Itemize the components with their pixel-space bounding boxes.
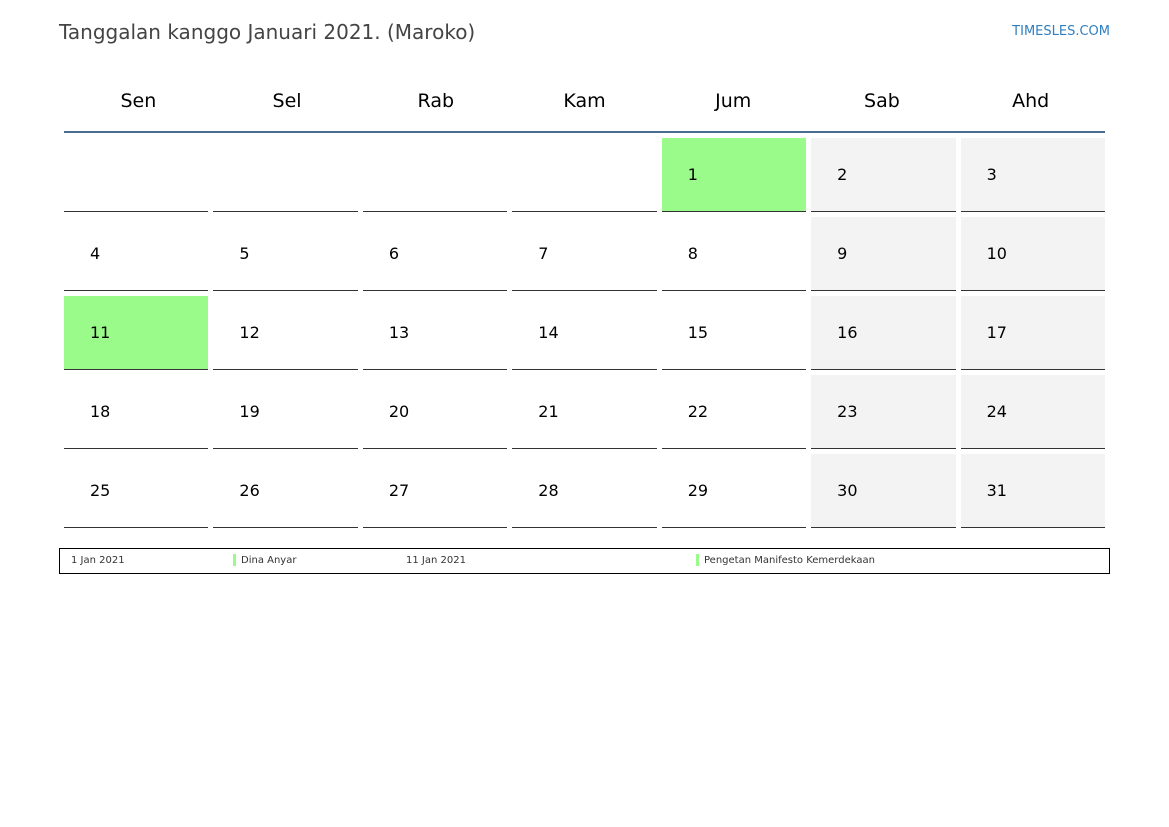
- day-cell-empty: [213, 138, 358, 212]
- day-number: 22: [687, 402, 709, 421]
- brand-link[interactable]: TIMESLES.COM: [1012, 24, 1110, 39]
- day-cell: 6: [362, 217, 508, 291]
- day-cell: 5: [213, 217, 358, 291]
- holiday-color-swatch: [696, 554, 699, 566]
- day-number: 26: [239, 481, 260, 500]
- day-cell-weekend: 2: [811, 138, 956, 212]
- weekday-fri: Jum: [715, 89, 752, 112]
- holiday-color-swatch: [233, 554, 236, 566]
- day-cell-weekend: 30: [811, 454, 956, 528]
- day-number: 13: [388, 323, 410, 342]
- holiday-date: 1 Jan 2021: [71, 555, 125, 566]
- day-number: 8: [687, 244, 698, 263]
- day-number: 14: [538, 323, 559, 342]
- day-cell-empty: [64, 138, 209, 212]
- day-number: 2: [837, 165, 848, 184]
- weekday-sat: Sab: [864, 89, 900, 112]
- day-cell: 13: [362, 296, 508, 370]
- day-number: 9: [837, 244, 848, 263]
- holiday-date: 11 Jan 2021: [406, 555, 466, 566]
- day-number: 27: [388, 481, 410, 500]
- day-cell: 28: [512, 454, 657, 528]
- weekday-thu: Kam: [563, 89, 606, 112]
- day-number: 10: [986, 244, 1007, 263]
- day-number: 20: [388, 402, 410, 421]
- weekday-mon: Sen: [120, 89, 157, 112]
- holiday-name: Dina Anyar: [241, 555, 297, 566]
- day-cell: 14: [512, 296, 657, 370]
- day-number: 1: [687, 165, 698, 184]
- day-cell-empty: [512, 138, 657, 212]
- day-cell: 26: [213, 454, 358, 528]
- day-number: 29: [687, 481, 709, 500]
- day-number: 7: [538, 244, 549, 263]
- day-cell-weekend: 23: [811, 375, 956, 449]
- day-number: 25: [90, 481, 111, 500]
- day-cell: 22: [661, 375, 807, 449]
- day-grid: 1 2 3 4 5 6 7 8 9 10 11 12 13 14 15 16 1…: [64, 138, 1105, 533]
- day-cell: 21: [512, 375, 657, 449]
- day-number: 11: [90, 323, 111, 342]
- day-number: 15: [687, 323, 709, 342]
- day-cell: 8: [661, 217, 807, 291]
- day-cell-weekend: 31: [960, 454, 1105, 528]
- day-cell: 27: [362, 454, 508, 528]
- day-number: 16: [837, 323, 858, 342]
- day-cell-weekend: 24: [960, 375, 1105, 449]
- day-cell-weekend: 16: [811, 296, 956, 370]
- day-cell-weekend: 9: [811, 217, 956, 291]
- month-calendar: Sen Sel Rab Kam Jum Sab Ahd 1 2 3 4 5 6 …: [64, 70, 1105, 533]
- weekday-sun: Ahd: [1012, 89, 1050, 112]
- day-number: 5: [239, 244, 250, 263]
- day-number: 19: [239, 402, 260, 421]
- holiday-name: Pengetan Manifesto Kemerdekaan: [704, 555, 875, 566]
- day-cell-holiday: 11: [64, 296, 209, 370]
- day-cell-holiday: 1: [661, 138, 807, 212]
- holiday-legend: 1 Jan 2021 Dina Anyar 11 Jan 2021 Penget…: [59, 548, 1110, 574]
- weekday-tue: Sel: [272, 89, 302, 112]
- day-number: 6: [388, 244, 400, 263]
- day-cell: 19: [213, 375, 358, 449]
- day-cell: 7: [512, 217, 657, 291]
- day-number: 21: [538, 402, 559, 421]
- day-cell-weekend: 17: [960, 296, 1105, 370]
- day-number: 17: [986, 323, 1007, 342]
- day-number: 4: [90, 244, 101, 263]
- page-title: Tanggalan kanggo Januari 2021. (Maroko): [59, 20, 476, 44]
- day-number: 18: [90, 402, 111, 421]
- day-cell: 29: [661, 454, 807, 528]
- day-cell: 18: [64, 375, 209, 449]
- day-number: 28: [538, 481, 559, 500]
- day-cell: 25: [64, 454, 209, 528]
- day-number: 30: [837, 481, 858, 500]
- weekday-header: Sen Sel Rab Kam Jum Sab Ahd: [64, 70, 1105, 133]
- day-number: 3: [986, 165, 997, 184]
- day-cell: 4: [64, 217, 209, 291]
- day-cell-weekend: 10: [960, 217, 1105, 291]
- day-number: 24: [986, 402, 1007, 421]
- day-cell-weekend: 3: [960, 138, 1105, 212]
- day-cell: 20: [362, 375, 508, 449]
- day-number: 23: [837, 402, 858, 421]
- day-cell: 12: [213, 296, 358, 370]
- day-number: 31: [986, 481, 1007, 500]
- weekday-wed: Rab: [417, 89, 455, 112]
- day-number: 12: [239, 323, 260, 342]
- day-cell: 15: [661, 296, 807, 370]
- day-cell-empty: [362, 138, 508, 212]
